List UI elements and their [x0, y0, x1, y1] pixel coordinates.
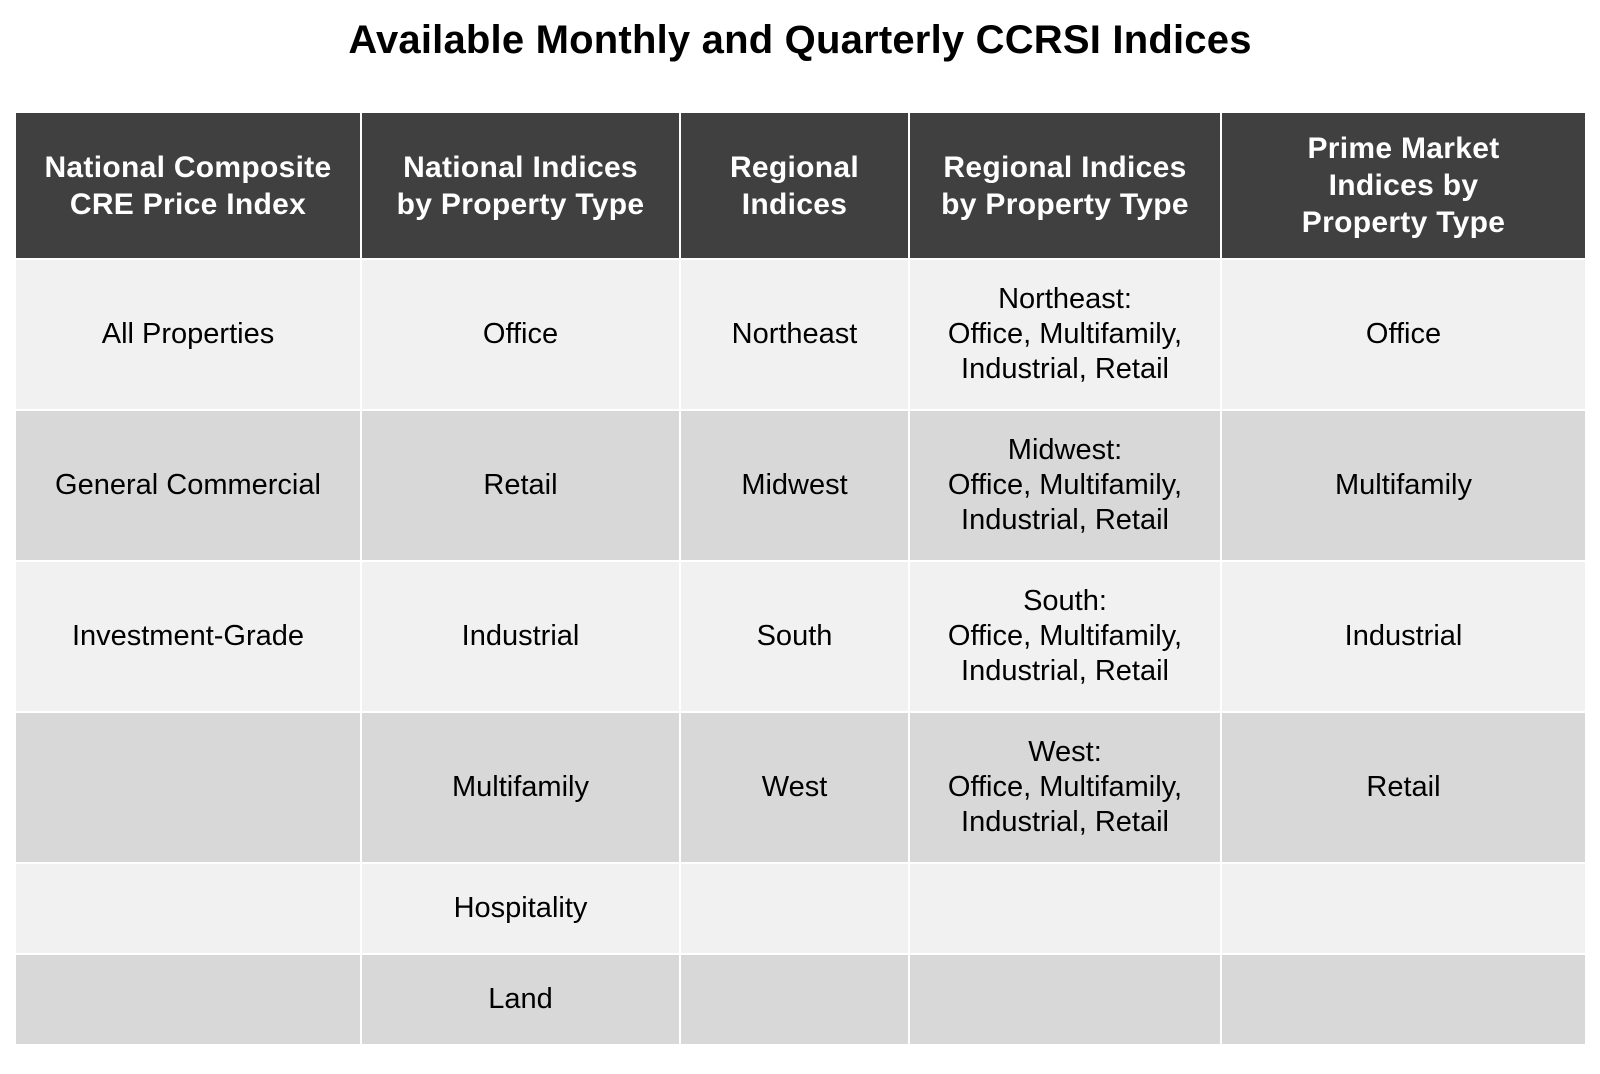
header-line: Regional [729, 150, 860, 184]
header-line: National Indices [403, 150, 638, 184]
region-types-line: Office, Multifamily, [947, 620, 1183, 652]
table-row: Hospitality [16, 863, 1585, 955]
header-regional-by-type: Regional Indices by Property Type [909, 113, 1222, 260]
header-national-composite: National Composite CRE Price Index [16, 113, 362, 260]
region-name: Northeast: [998, 283, 1132, 315]
cell-national-by-type: Office [361, 259, 681, 411]
cell-prime-market [1221, 863, 1585, 955]
header-regional: Regional Indices [680, 113, 910, 260]
header-prime-market: Prime Market Indices by Property Type [1221, 113, 1585, 260]
header-line: by Property Type [396, 187, 645, 221]
header-line: Regional Indices [943, 150, 1187, 184]
header-line: National Composite [44, 150, 332, 184]
region-name: West: [1028, 736, 1102, 768]
header-line: Indices [741, 187, 848, 221]
cell-regional-by-type [909, 863, 1222, 955]
cell-national-composite: General Commercial [16, 410, 362, 562]
region-name: Midwest: [1007, 434, 1123, 466]
cell-regional: Midwest [680, 410, 910, 562]
cell-regional-by-type: South: Office, Multifamily, Industrial, … [909, 561, 1222, 713]
header-national-by-type: National Indices by Property Type [361, 113, 681, 260]
region-types-line: Industrial, Retail [961, 806, 1169, 838]
region-types-line: Office, Multifamily, [947, 771, 1183, 803]
table-row: All Properties Office Northeast Northeas… [16, 259, 1585, 411]
cell-regional-by-type: Midwest: Office, Multifamily, Industrial… [909, 410, 1222, 562]
page-title: Available Monthly and Quarterly CCRSI In… [348, 18, 1252, 62]
region-types-line: Industrial, Retail [961, 504, 1169, 536]
header-line: Prime Market [1307, 132, 1500, 165]
region-types-line: Industrial, Retail [961, 655, 1169, 687]
table-row: Land [16, 954, 1585, 1046]
table-row: Multifamily West West: Office, Multifami… [16, 712, 1585, 864]
table-row: Investment-Grade Industrial South South:… [16, 561, 1585, 713]
cell-prime-market: Industrial [1221, 561, 1585, 713]
region-types-line: Industrial, Retail [961, 353, 1169, 385]
cell-national-composite [16, 712, 362, 864]
cell-regional-by-type: West: Office, Multifamily, Industrial, R… [909, 712, 1222, 864]
cell-prime-market: Multifamily [1221, 410, 1585, 562]
cell-regional-by-type: Northeast: Office, Multifamily, Industri… [909, 259, 1222, 411]
cell-regional: Northeast [680, 259, 910, 411]
table-row: General Commercial Retail Midwest Midwes… [16, 410, 1585, 562]
header-line: Indices by [1328, 169, 1479, 202]
region-types-line: Office, Multifamily, [947, 318, 1183, 350]
header-line: Property Type [1301, 206, 1506, 239]
region-name: South: [1023, 585, 1107, 617]
region-types-line: Office, Multifamily, [947, 469, 1183, 501]
cell-national-by-type: Industrial [361, 561, 681, 713]
cell-national-composite: Investment-Grade [16, 561, 362, 713]
cell-national-by-type: Multifamily [361, 712, 681, 864]
cell-regional-by-type [909, 954, 1222, 1046]
cell-prime-market: Office [1221, 259, 1585, 411]
cell-national-composite: All Properties [16, 259, 362, 411]
cell-regional [680, 863, 910, 955]
header-line: by Property Type [941, 187, 1189, 221]
table-header-row: National Composite CRE Price Index Natio… [16, 113, 1585, 260]
cell-national-composite [16, 863, 362, 955]
cell-regional: West [680, 712, 910, 864]
cell-prime-market [1221, 954, 1585, 1046]
cell-regional [680, 954, 910, 1046]
cell-national-by-type: Land [361, 954, 681, 1046]
cell-national-by-type: Hospitality [361, 863, 681, 955]
indices-table: National Composite CRE Price Index Natio… [16, 113, 1585, 1046]
cell-prime-market: Retail [1221, 712, 1585, 864]
header-line: CRE Price Index [69, 187, 307, 221]
cell-regional: South [680, 561, 910, 713]
cell-national-by-type: Retail [361, 410, 681, 562]
cell-national-composite [16, 954, 362, 1046]
